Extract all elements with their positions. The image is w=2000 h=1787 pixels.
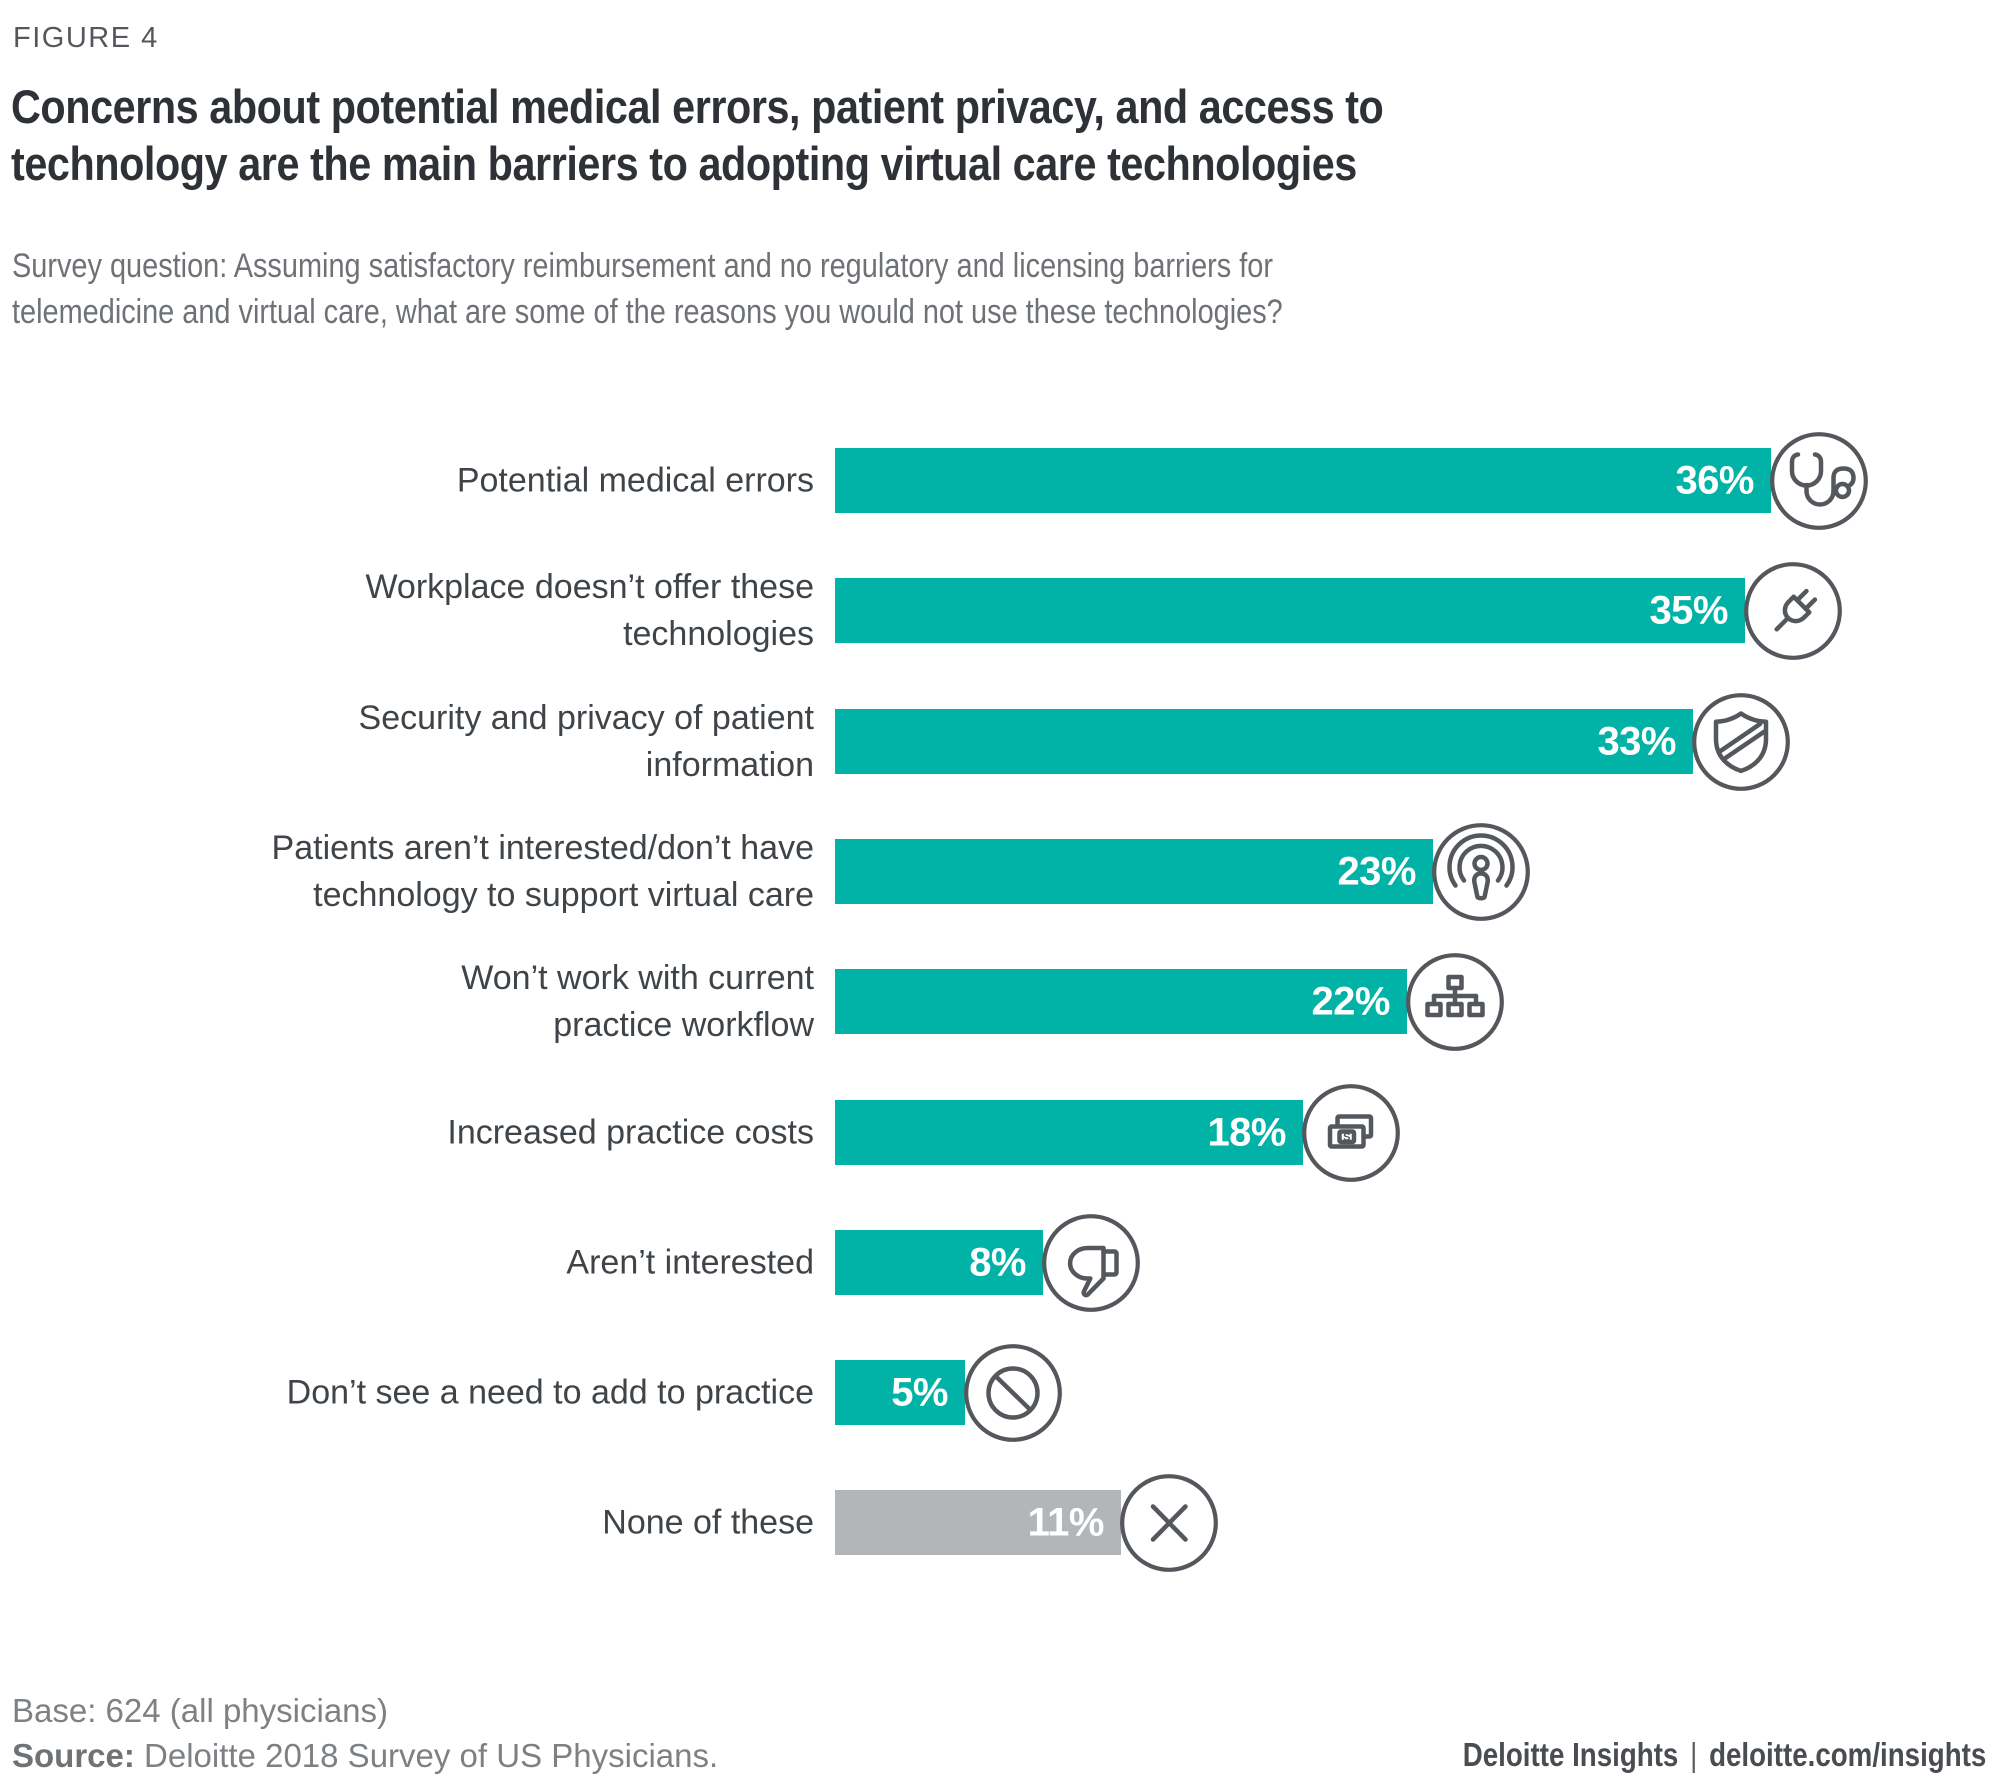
bar-label: Don’t see a need to add to practice	[287, 1369, 814, 1416]
brand-url[interactable]: deloitte.com/insights	[1708, 1736, 1986, 1773]
bar: 35%	[835, 578, 1745, 643]
bar: 23%	[835, 839, 1433, 904]
bar-label-line: practice workflow	[553, 1005, 814, 1044]
money-icon: S	[1301, 1083, 1401, 1183]
bar-label: Potential medical errors	[457, 457, 814, 504]
shield-icon	[1691, 692, 1791, 792]
plug-icon	[1743, 561, 1843, 661]
bar-row: Workplace doesn’t offer these technologie…	[0, 561, 2000, 660]
svg-text:S: S	[1343, 1131, 1350, 1143]
source-label: Source:	[12, 1737, 135, 1774]
x-icon	[1119, 1473, 1219, 1573]
bar: 8%	[835, 1230, 1043, 1295]
bar-row: Potential medical errors 36%	[0, 431, 2000, 530]
bar-label-line: Potential medical errors	[456, 461, 814, 499]
title-line-1: Concerns about potential medical errors,…	[11, 80, 1384, 133]
bar-label: Workplace doesn’t offer these technologie…	[365, 564, 814, 658]
bar: 18%	[835, 1100, 1303, 1165]
branding: Deloitte Insights | deloitte.com/insights	[1462, 1736, 1986, 1774]
title-line-2: technology are the main barriers to adop…	[11, 137, 1357, 190]
brand-separator: |	[1689, 1736, 1698, 1773]
thumbs-down-icon	[1041, 1213, 1141, 1313]
bar-label: Security and privacy of patient informati…	[359, 695, 814, 789]
bar-label-line: Don’t see a need to add to practice	[286, 1373, 814, 1411]
bar-row: Won’t work with current practice workflow…	[0, 952, 2000, 1051]
bar-value: 36%	[1675, 458, 1754, 502]
bar-label-line: technologies	[623, 614, 814, 653]
bar-label-line: technology to support virtual care	[313, 875, 814, 914]
survey-question: Survey question: Assuming satisfactory r…	[12, 243, 1507, 335]
bar-label: Won’t work with current practice workflow	[461, 955, 814, 1049]
bar-value: 8%	[969, 1240, 1026, 1284]
no-entry-icon	[963, 1343, 1063, 1443]
survey-question-line-1: Survey question: Assuming satisfactory r…	[12, 247, 1273, 285]
bar: 33%	[835, 709, 1693, 774]
bar-label-line: information	[645, 745, 814, 784]
bar-value: 18%	[1207, 1110, 1286, 1154]
bar: 22%	[835, 969, 1407, 1034]
figure-title: Concerns about potential medical errors,…	[11, 78, 1571, 192]
source-note: Source: Deloitte 2018 Survey of US Physi…	[12, 1737, 718, 1775]
source-text: Deloitte 2018 Survey of US Physicians.	[134, 1737, 719, 1774]
bar-label: Patients aren’t interested/don’t have tec…	[272, 825, 814, 919]
bar-row: Don’t see a need to add to practice 5%	[0, 1343, 2000, 1442]
bar-label-line: Patients aren’t interested/don’t have	[271, 828, 814, 867]
bar-value: 5%	[891, 1370, 948, 1414]
bar-value: 22%	[1311, 979, 1390, 1023]
bar-label-line: Security and privacy of patient	[358, 698, 814, 737]
base-note: Base: 624 (all physicians)	[12, 1692, 389, 1729]
bar-label-line: Workplace doesn’t offer these	[365, 567, 814, 606]
brand-name: Deloitte Insights	[1462, 1736, 1679, 1773]
bar: 36%	[835, 448, 1771, 513]
stethoscope-icon	[1769, 431, 1869, 531]
bar-label-line: Aren’t interested	[566, 1243, 814, 1281]
bar-value: 23%	[1337, 849, 1416, 893]
bar-label: Increased practice costs	[447, 1109, 814, 1156]
bar-value: 11%	[1027, 1500, 1105, 1544]
bar-row: Increased practice costs 18% S	[0, 1083, 2000, 1182]
bar: 11%	[835, 1490, 1121, 1555]
survey-question-line-2: telemedicine and virtual care, what are …	[12, 293, 1283, 331]
bar-row: Security and privacy of patient informati…	[0, 692, 2000, 791]
bar-label-line: None of these	[602, 1503, 814, 1541]
bar-row: Patients aren’t interested/don’t have tec…	[0, 822, 2000, 921]
bar-row: Aren’t interested 8%	[0, 1213, 2000, 1312]
patient-signal-icon	[1431, 822, 1531, 922]
bar-value: 35%	[1649, 588, 1728, 632]
workflow-icon	[1405, 952, 1505, 1052]
bar: 5%	[835, 1360, 965, 1425]
bar-label-line: Won’t work with current	[461, 958, 814, 997]
bar-label-line: Increased practice costs	[447, 1113, 814, 1151]
bar-label: None of these	[602, 1499, 814, 1546]
bar-value: 33%	[1597, 719, 1676, 763]
bar-label: Aren’t interested	[566, 1239, 814, 1286]
bar-row: None of these 11%	[0, 1473, 2000, 1572]
figure-label: FIGURE 4	[13, 22, 159, 54]
